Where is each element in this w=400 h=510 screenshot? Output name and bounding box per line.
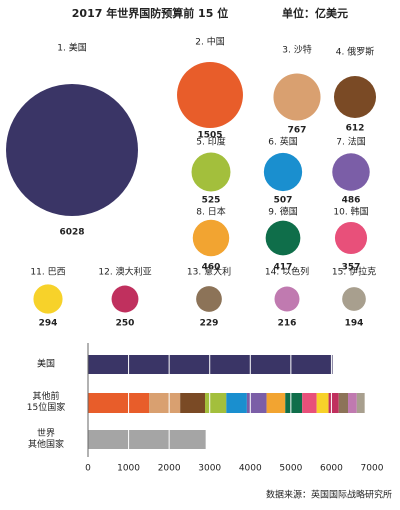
bubble-label: 8. 日本	[196, 206, 225, 218]
bar-segment	[226, 393, 247, 413]
value-label: 294	[39, 319, 58, 329]
bubble-label: 13. 意大利	[187, 266, 231, 278]
bar	[88, 430, 206, 449]
bar-segment	[356, 393, 365, 413]
chart-subtitle: 单位：亿美元	[282, 6, 348, 20]
bubble-label: 5. 印度	[196, 136, 225, 148]
bubble	[334, 221, 368, 255]
value-label: 460	[202, 263, 221, 273]
bubble-label: 10. 韩国	[333, 206, 368, 218]
x-tick-label: 2000	[158, 464, 181, 474]
category-label: 世界 其他国家	[27, 428, 64, 450]
bar-segment	[266, 393, 286, 413]
bar	[88, 355, 333, 374]
category-label: 其他前 15位国家	[26, 392, 66, 413]
value-label: 250	[116, 319, 135, 329]
bar-segment	[88, 393, 150, 413]
bar-segment	[180, 393, 206, 413]
value-label: 767	[288, 126, 307, 136]
bubble-label: 4. 俄罗斯	[336, 46, 374, 58]
bubble	[265, 220, 301, 256]
bubble-label: 15. 伊拉克	[332, 266, 376, 278]
bubble	[333, 75, 377, 119]
bubble	[192, 219, 230, 257]
x-tick-label: 0	[85, 464, 91, 474]
bubble-label: 12. 澳大利亚	[98, 266, 151, 278]
source-note: 数据来源：英国国际战略研究所	[266, 489, 392, 501]
value-label: 507	[274, 196, 293, 206]
bubble-label: 1. 美国	[57, 42, 86, 54]
x-tick-label: 4000	[239, 464, 262, 474]
bar-segment	[285, 393, 303, 413]
x-tick-label: 3000	[198, 464, 221, 474]
x-tick-label: 7000	[361, 464, 384, 474]
value-label: 6028	[59, 228, 84, 238]
bubble	[273, 73, 321, 121]
bubble	[111, 285, 139, 313]
bubble	[191, 152, 231, 192]
bubble	[274, 286, 300, 312]
bubble	[6, 84, 138, 216]
bar-segment	[302, 393, 317, 413]
x-tick-label: 5000	[279, 464, 302, 474]
bar-segment	[205, 393, 227, 413]
bubble-label: 2. 中国	[195, 36, 224, 48]
bubble	[342, 287, 366, 311]
value-label: 1505	[197, 131, 222, 141]
value-label: 229	[200, 319, 219, 329]
value-label: 357	[342, 263, 361, 273]
bar-segment	[316, 393, 329, 413]
value-label: 486	[342, 196, 361, 206]
bar-segment	[149, 393, 181, 413]
bubble-label: 9. 德国	[268, 206, 297, 218]
bar-segment	[338, 393, 349, 413]
bubble-label: 3. 沙特	[282, 44, 311, 56]
x-tick-label: 1000	[117, 464, 140, 474]
value-label: 216	[278, 319, 297, 329]
chart-title: 2017 年世界国防预算前 15 位	[72, 6, 228, 20]
bubble-label: 11. 巴西	[30, 267, 65, 278]
bubble	[332, 153, 370, 191]
category-label: 美国	[36, 359, 55, 369]
bar-segment	[348, 393, 357, 413]
value-label: 525	[202, 196, 221, 206]
bubble-label: 7. 法国	[336, 136, 365, 148]
bubble	[263, 152, 303, 192]
x-tick-label: 6000	[320, 464, 343, 474]
bar-segment	[246, 393, 267, 413]
bubble	[33, 284, 63, 314]
value-label: 417	[274, 263, 293, 273]
bubble	[196, 286, 222, 312]
value-label: 612	[346, 124, 365, 134]
value-label: 194	[345, 319, 364, 329]
bubble-label: 6. 英国	[268, 136, 297, 148]
bar-segment	[328, 393, 339, 413]
bubble	[177, 62, 243, 128]
bubble-label: 14. 以色列	[265, 266, 309, 278]
